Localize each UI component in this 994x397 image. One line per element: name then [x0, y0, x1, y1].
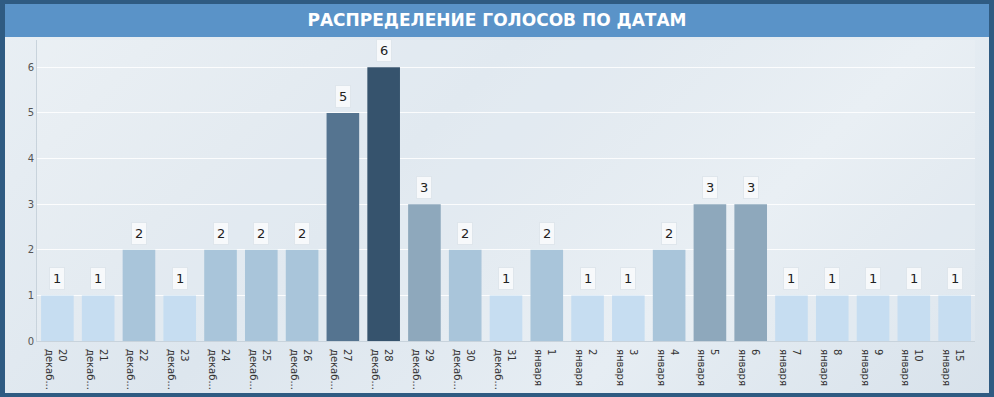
svg-text:20декаб...: 20декаб...: [44, 349, 68, 390]
svg-text:1: 1: [94, 271, 102, 286]
svg-text:9января: 9января: [860, 349, 884, 386]
svg-text:8января: 8января: [819, 349, 843, 386]
svg-text:1: 1: [910, 271, 918, 286]
svg-text:1: 1: [176, 271, 184, 286]
svg-text:1: 1: [584, 271, 592, 286]
svg-text:29декаб...: 29декаб...: [411, 349, 435, 390]
svg-text:1: 1: [28, 290, 34, 301]
svg-text:4: 4: [28, 153, 34, 164]
svg-text:3: 3: [28, 199, 34, 210]
svg-text:2: 2: [543, 226, 551, 241]
svg-text:24декаб...: 24декаб...: [207, 349, 231, 390]
svg-text:3января: 3января: [615, 349, 639, 386]
svg-text:1: 1: [53, 271, 61, 286]
svg-text:6: 6: [380, 43, 388, 58]
svg-text:2: 2: [217, 226, 225, 241]
svg-text:1: 1: [502, 271, 510, 286]
svg-text:0: 0: [28, 336, 34, 347]
svg-text:4января: 4января: [656, 349, 680, 386]
svg-text:5: 5: [339, 89, 347, 104]
svg-text:2: 2: [135, 226, 143, 241]
svg-text:7января: 7января: [778, 349, 802, 386]
svg-text:1: 1: [624, 271, 632, 286]
svg-text:2января: 2января: [574, 349, 598, 386]
svg-text:2: 2: [298, 226, 306, 241]
svg-text:26декаб...: 26декаб...: [289, 349, 313, 390]
svg-text:31декаб...: 31декаб...: [493, 349, 517, 390]
svg-text:3: 3: [420, 180, 428, 195]
svg-text:3: 3: [706, 180, 714, 195]
svg-text:1: 1: [951, 271, 959, 286]
svg-text:1: 1: [828, 271, 836, 286]
svg-text:6: 6: [28, 62, 34, 73]
svg-text:25декаб...: 25декаб...: [248, 349, 272, 390]
svg-text:28декаб...: 28декаб...: [370, 349, 394, 390]
svg-text:21декаб...: 21декаб...: [85, 349, 109, 390]
svg-text:6января: 6января: [737, 349, 761, 386]
svg-text:5: 5: [28, 107, 34, 118]
svg-text:1января: 1января: [533, 349, 557, 386]
svg-text:10января: 10января: [900, 349, 924, 386]
svg-text:2: 2: [461, 226, 469, 241]
svg-text:1: 1: [787, 271, 795, 286]
svg-text:23декаб...: 23декаб...: [166, 349, 190, 390]
svg-text:30декаб...: 30декаб...: [452, 349, 476, 390]
svg-text:2: 2: [257, 226, 265, 241]
svg-text:2: 2: [665, 226, 673, 241]
svg-text:5января: 5января: [696, 349, 720, 386]
svg-text:3: 3: [747, 180, 755, 195]
svg-text:27декаб...: 27декаб...: [329, 349, 353, 390]
svg-text:22декаб...: 22декаб...: [125, 349, 149, 390]
html-text:РАСПРЕДЕЛЕНИЕ ГОЛОСОВ ПО ДАТАМ: РАСПРЕДЕЛЕНИЕ ГОЛОСОВ ПО ДАТАМ: [307, 10, 687, 30]
svg-text:1: 1: [869, 271, 877, 286]
svg-text:15января: 15января: [941, 349, 965, 386]
svg-text:2: 2: [28, 244, 34, 255]
